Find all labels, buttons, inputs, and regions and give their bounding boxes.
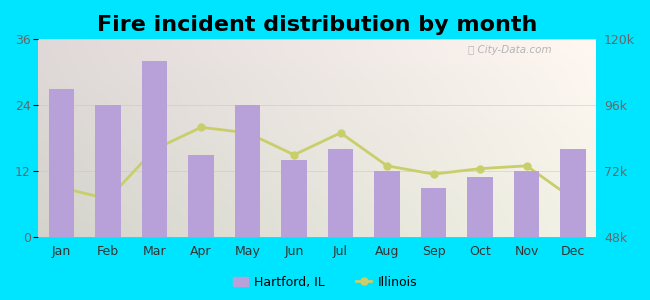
Bar [328,149,354,237]
Bar [514,171,539,237]
Text: ⓘ City-Data.com: ⓘ City-Data.com [468,45,552,55]
Bar [235,105,261,237]
Bar [49,89,74,237]
Legend: Hartford, IL, Illinois: Hartford, IL, Illinois [228,271,422,294]
Bar [421,188,447,237]
Bar [374,171,400,237]
Bar [560,149,586,237]
Bar [467,177,493,237]
Bar [96,105,121,237]
Bar [281,160,307,237]
Title: Fire incident distribution by month: Fire incident distribution by month [98,15,538,35]
Bar [142,61,168,237]
Bar [188,155,214,237]
